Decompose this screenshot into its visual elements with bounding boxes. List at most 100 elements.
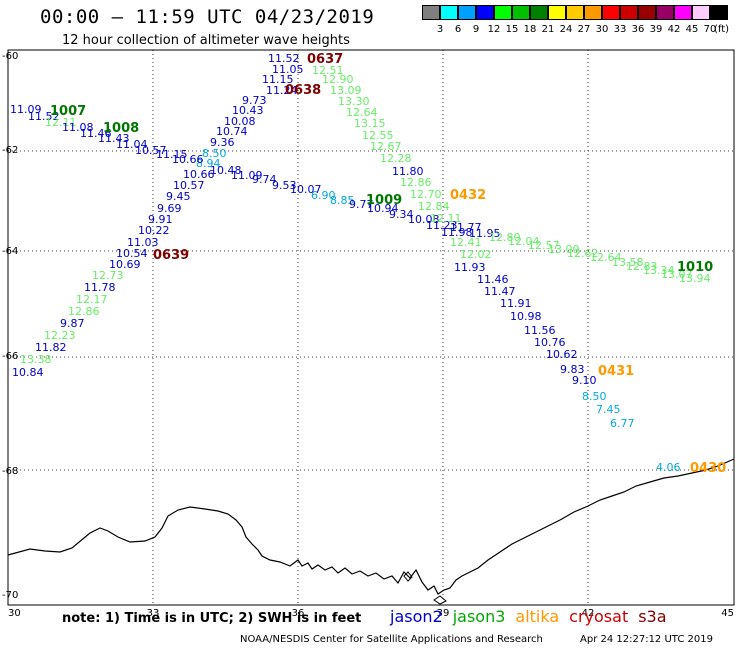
pass-number-label: 0431 xyxy=(598,364,634,379)
color-scale-label: 18 xyxy=(523,24,537,35)
color-swatch xyxy=(692,5,710,20)
wave-height-value: 11.77 xyxy=(450,221,482,234)
latitude-label: -60 xyxy=(2,51,18,62)
legend-entry: jason2 xyxy=(390,607,443,626)
wave-height-value: 9.36 xyxy=(210,136,235,149)
wave-height-values: 11.5211.0511.1511.249.7310.4310.0810.749… xyxy=(10,52,711,474)
color-swatch xyxy=(710,5,728,20)
wave-height-value: 11.24 xyxy=(266,84,298,97)
wave-height-value: 9.73 xyxy=(242,94,267,107)
wave-height-value: 10.66 xyxy=(172,153,204,166)
color-scale-label: 45 xyxy=(685,24,699,35)
color-swatch xyxy=(458,5,476,20)
color-scale-label: 12 xyxy=(487,24,501,35)
longitude-label: 36 xyxy=(292,608,305,619)
wave-height-value: 11.05 xyxy=(272,63,304,76)
wave-height-value: 12.73 xyxy=(92,269,124,282)
wave-height-value: 13.58 xyxy=(612,256,644,269)
wave-height-value: 11.80 xyxy=(392,165,424,178)
pass-number-label: 0638 xyxy=(285,83,321,98)
longitude-label: 45 xyxy=(721,608,734,619)
color-swatch xyxy=(494,5,512,20)
longitude-label: 42 xyxy=(582,608,595,619)
graticule-grid xyxy=(8,50,734,605)
map-subtitle: 12 hour collection of altimeter wave hei… xyxy=(62,33,350,48)
color-scale-label: 9 xyxy=(472,24,480,35)
color-swatch xyxy=(530,5,548,20)
wave-height-value: 9.69 xyxy=(157,202,182,215)
wave-height-value: 9.74 xyxy=(252,173,277,186)
wave-height-value: 11.15 xyxy=(262,73,294,86)
wave-height-value: 10.07 xyxy=(290,183,322,196)
pass-number-label: 1010 xyxy=(677,260,713,275)
wave-height-value: 11.08 xyxy=(62,121,94,134)
wave-height-value: 11.95 xyxy=(469,227,501,240)
wave-height-value: 11.09 xyxy=(231,169,263,182)
legend-entry: jason3 xyxy=(452,607,506,626)
longitude-labels: 30 33 36 39 42 45 xyxy=(8,608,734,619)
wave-height-value: 9.53 xyxy=(272,179,297,192)
color-swatch xyxy=(548,5,566,20)
wave-height-value: 13.34 xyxy=(643,264,675,277)
wave-height-value: 11.98 xyxy=(441,226,473,239)
wave-height-value: 12.55 xyxy=(362,129,394,142)
latitude-label: -66 xyxy=(2,351,18,362)
wave-height-value: 13.15 xyxy=(354,117,386,130)
wave-height-value: 12.51 xyxy=(312,64,344,77)
color-swatch xyxy=(584,5,602,20)
color-swatch xyxy=(602,5,620,20)
wave-height-value: 12.23 xyxy=(44,329,76,342)
footer-credit: NOAA/NESDIS Center for Satellite Applica… xyxy=(240,634,543,645)
wave-height-value: 6.90 xyxy=(311,189,336,202)
latitude-labels: -60 -62 -64 -66 -68 -70 xyxy=(2,51,18,601)
color-swatch xyxy=(440,5,458,20)
wave-height-value: 12.86 xyxy=(400,176,432,189)
wave-height-value: 10.08 xyxy=(224,115,256,128)
color-scale-label: 36 xyxy=(631,24,645,35)
color-scale-label: 30 xyxy=(595,24,609,35)
longitude-label: 39 xyxy=(437,608,450,619)
wave-height-value: 11.56 xyxy=(524,324,556,337)
wave-height-value: 10.54 xyxy=(116,247,148,260)
latitude-label: -68 xyxy=(2,466,18,477)
legend-entry: altika xyxy=(515,607,560,626)
pass-number-label: 0639 xyxy=(153,248,189,263)
latitude-label: -62 xyxy=(2,145,18,156)
pass-number-label: 0430 xyxy=(690,461,726,476)
wave-height-value: 12.62 xyxy=(567,247,599,260)
wave-height-value: 12.41 xyxy=(450,236,482,249)
wave-height-value: 9.83 xyxy=(560,363,585,376)
legend-entry: s3a xyxy=(638,607,667,626)
color-swatch xyxy=(638,5,656,20)
wave-height-value: 11.09 xyxy=(10,103,42,116)
wave-height-value: 10.98 xyxy=(510,310,542,323)
color-scale-label: 42 xyxy=(667,24,681,35)
wave-height-value: 11.46 xyxy=(477,273,509,286)
wave-height-value: 6.77 xyxy=(610,417,635,430)
pass-number-label: 0432 xyxy=(450,188,486,203)
color-swatch xyxy=(620,5,638,20)
wave-height-value: 12.11 xyxy=(45,116,77,129)
color-scale-label: 39 xyxy=(649,24,663,35)
wave-height-value: 9.34 xyxy=(389,208,414,221)
wave-height-value: 9.45 xyxy=(166,190,191,203)
wave-height-value: 12.17 xyxy=(76,293,108,306)
wave-height-value: 11.46 xyxy=(80,127,112,140)
wave-height-value: 12.86 xyxy=(68,305,100,318)
pass-number-label: 1008 xyxy=(103,121,139,136)
wave-height-value: 13.00 xyxy=(548,243,580,256)
wave-height-value: 12.67 xyxy=(370,140,402,153)
wave-height-value: 11.52 xyxy=(28,110,60,123)
wave-height-value: 8.94 xyxy=(196,157,221,170)
wave-height-value: 12.11 xyxy=(430,212,462,225)
wave-height-value: 10.48 xyxy=(210,164,242,177)
pass-number-label: 1009 xyxy=(366,193,402,208)
wave-height-value: 11.15 xyxy=(156,148,188,161)
coastline-islet xyxy=(433,595,447,605)
wave-height-value: 11.04 xyxy=(116,138,148,151)
wave-height-value: 13.38 xyxy=(20,353,52,366)
wave-height-value: 12.84 xyxy=(418,200,450,213)
wave-height-value: 11.93 xyxy=(454,261,486,274)
wave-height-value: 8.50 xyxy=(202,147,227,160)
wave-height-value: 10.94 xyxy=(367,202,399,215)
